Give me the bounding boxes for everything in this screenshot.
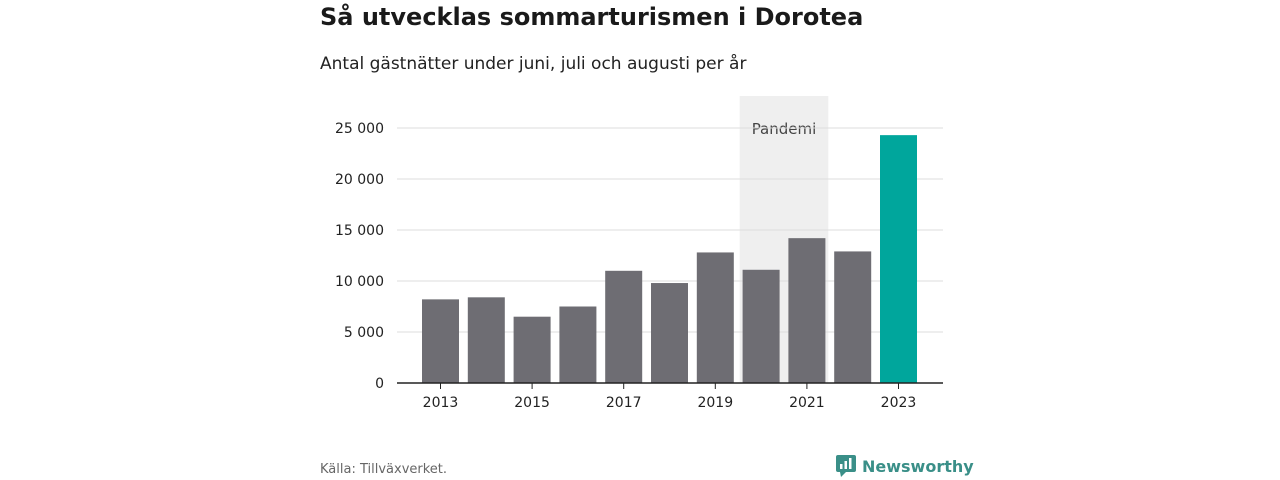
x-tick-label: 2017 [606,395,642,411]
y-tick-label: 0 [375,376,384,392]
x-tick-label: 2019 [697,395,733,411]
bar-2023 [880,135,917,383]
bar-2018 [651,283,688,383]
brand-name: Newsworthy [862,456,974,476]
bar-chart-speech-icon [836,455,856,477]
bar-2015 [513,316,551,383]
chart-title: Så utvecklas sommarturismen i Dorotea [320,3,864,31]
y-tick-label: 5 000 [344,325,384,341]
x-tick-label: 2013 [423,395,459,411]
x-tick-label: 2015 [514,395,550,411]
chart-subtitle: Antal gästnätter under juni, juli och au… [320,54,747,74]
brand-logo: Newsworthy [836,455,974,477]
shaded-region-label: Pandemi [752,120,817,138]
bar-2022 [834,251,872,383]
bar-2013 [422,299,459,383]
bar-2014 [467,297,505,383]
bar-2021 [788,238,826,383]
y-tick-label: 20 000 [335,172,384,188]
bar-2017 [605,270,643,383]
y-tick-label: 15 000 [335,223,384,239]
bar-2020 [742,269,780,383]
x-tick-label: 2023 [881,395,917,411]
bar-2019 [696,252,734,383]
source-note: Källa: Tillväxverket. [320,462,448,477]
bar-2016 [559,306,597,383]
x-tick-label: 2021 [789,395,825,411]
y-tick-label: 25 000 [335,121,384,137]
y-tick-label: 10 000 [335,274,384,290]
